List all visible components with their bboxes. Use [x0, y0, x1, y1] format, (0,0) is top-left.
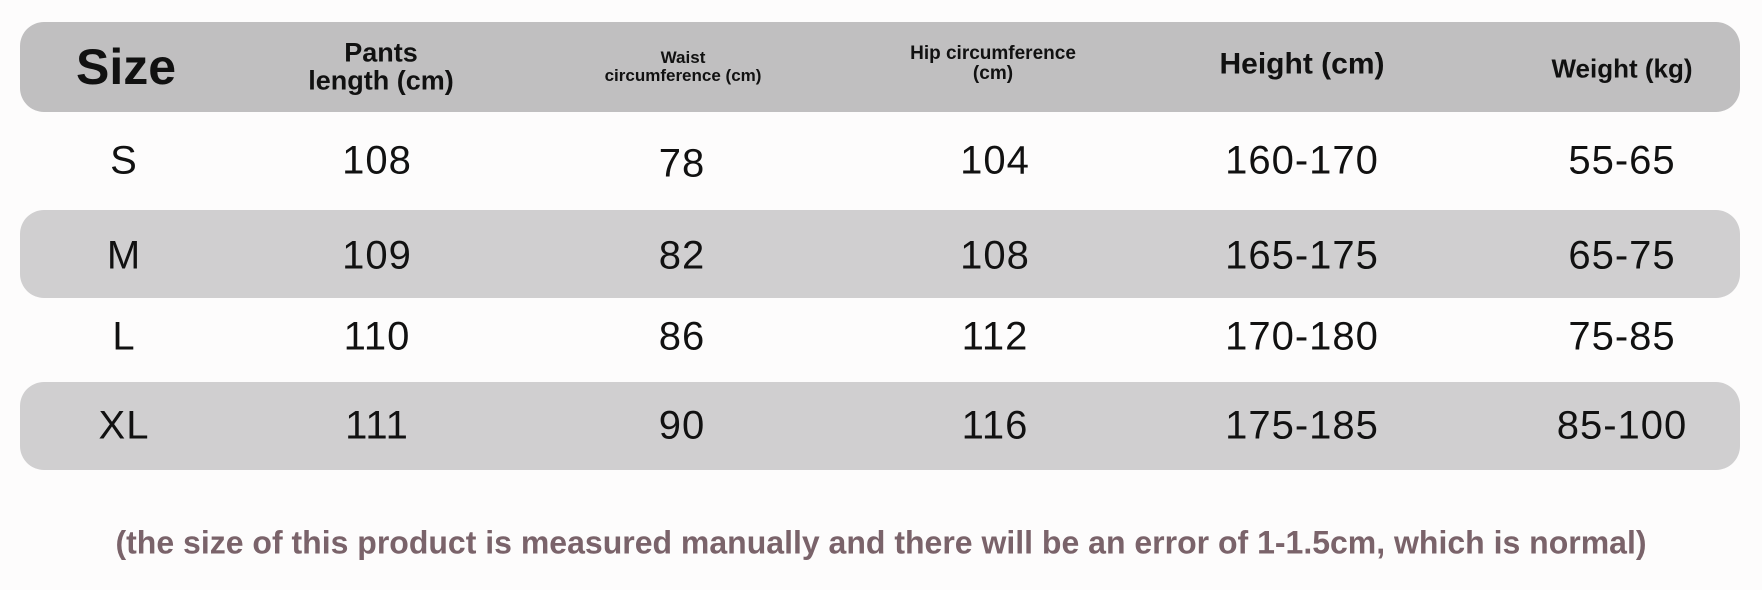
- header-height: Height (cm): [1219, 47, 1385, 81]
- cell-pants-length: 110: [343, 314, 411, 359]
- cell-pants-length: 108: [342, 138, 412, 183]
- header-band: [20, 22, 1740, 112]
- cell-pants-length: 109: [342, 233, 412, 278]
- cell-waist: 90: [658, 403, 706, 448]
- cell-hip: 104: [960, 138, 1030, 183]
- header-pants-line1: Pants: [344, 37, 418, 68]
- cell-height: 160-170: [1225, 138, 1379, 183]
- row-band-m: [20, 210, 1740, 298]
- cell-height: 165-175: [1225, 233, 1379, 278]
- header-pants-line2: length (cm): [308, 66, 454, 96]
- cell-size: S: [110, 138, 138, 183]
- cell-waist: 86: [658, 314, 706, 359]
- header-weight: Weight (kg): [1551, 53, 1693, 84]
- header-hip: Hip circumference (cm): [910, 44, 1076, 84]
- header-size: Size: [75, 38, 177, 95]
- cell-pants-length: 111: [345, 403, 409, 448]
- cell-hip: 108: [960, 233, 1030, 278]
- cell-weight: 65-75: [1568, 233, 1676, 278]
- header-hip-line1: Hip circumference: [910, 43, 1076, 65]
- row-band-xl: [20, 382, 1740, 470]
- cell-waist: 82: [658, 233, 706, 278]
- header-waist-line2: circumference (cm): [604, 66, 762, 85]
- cell-size: M: [106, 233, 142, 278]
- header-waist: Waist circumference (cm): [605, 49, 762, 85]
- measurement-note: (the size of this product is measured ma…: [115, 524, 1647, 561]
- cell-hip: 112: [961, 314, 1029, 359]
- cell-hip: 116: [961, 403, 1029, 448]
- cell-waist: 78: [658, 141, 706, 186]
- cell-weight: 55-65: [1568, 138, 1676, 183]
- cell-height: 175-185: [1225, 403, 1379, 448]
- cell-size: XL: [98, 403, 150, 448]
- cell-weight: 75-85: [1568, 314, 1676, 359]
- cell-height: 170-180: [1225, 314, 1379, 359]
- header-pants-length: Pants length (cm): [308, 37, 454, 96]
- cell-weight: 85-100: [1556, 403, 1688, 448]
- header-waist-line1: Waist: [660, 48, 706, 68]
- cell-size: L: [112, 314, 136, 359]
- header-hip-line2: (cm): [972, 63, 1014, 84]
